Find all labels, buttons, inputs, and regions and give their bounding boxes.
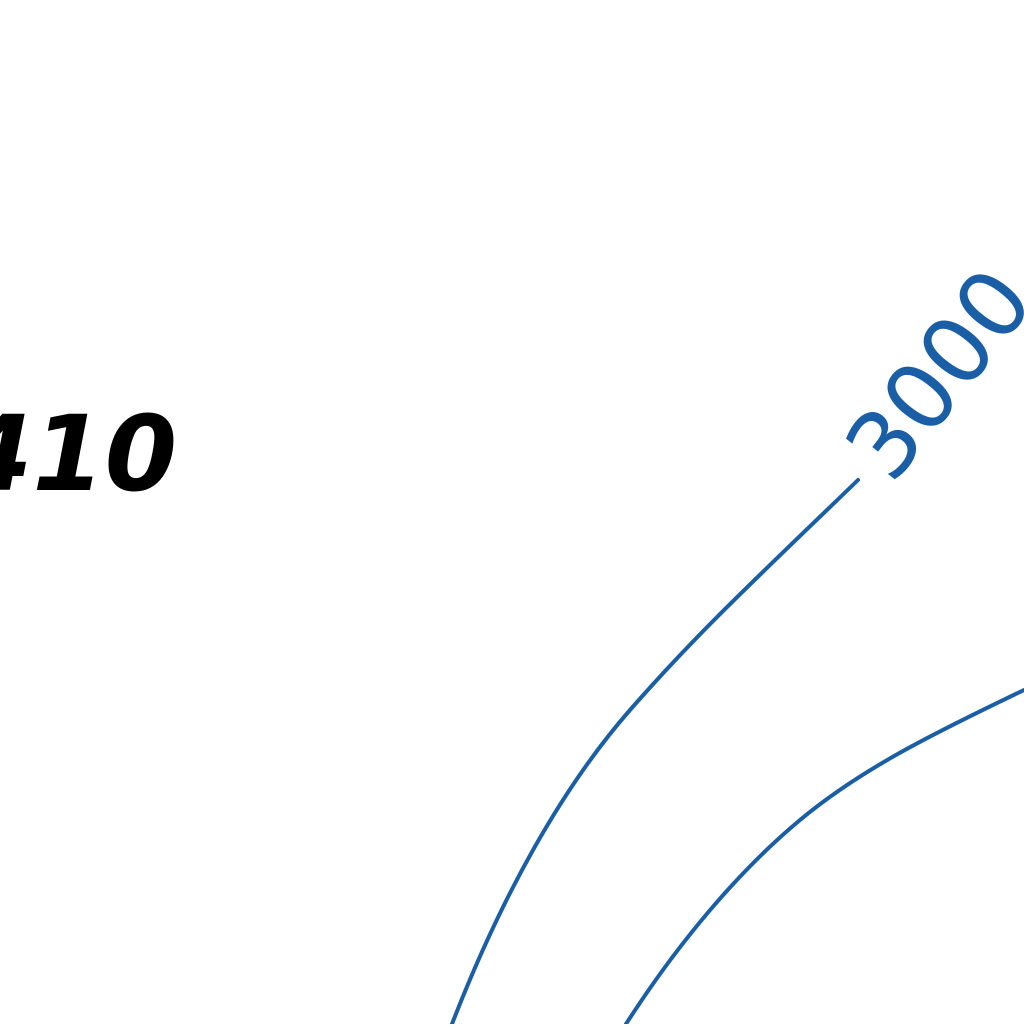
contour-line-3000	[450, 478, 860, 1026]
contour-line-lower	[624, 688, 1024, 1026]
spot-elevation-label: 410	[0, 393, 177, 515]
contour-label-3000: 3000	[825, 249, 1024, 499]
